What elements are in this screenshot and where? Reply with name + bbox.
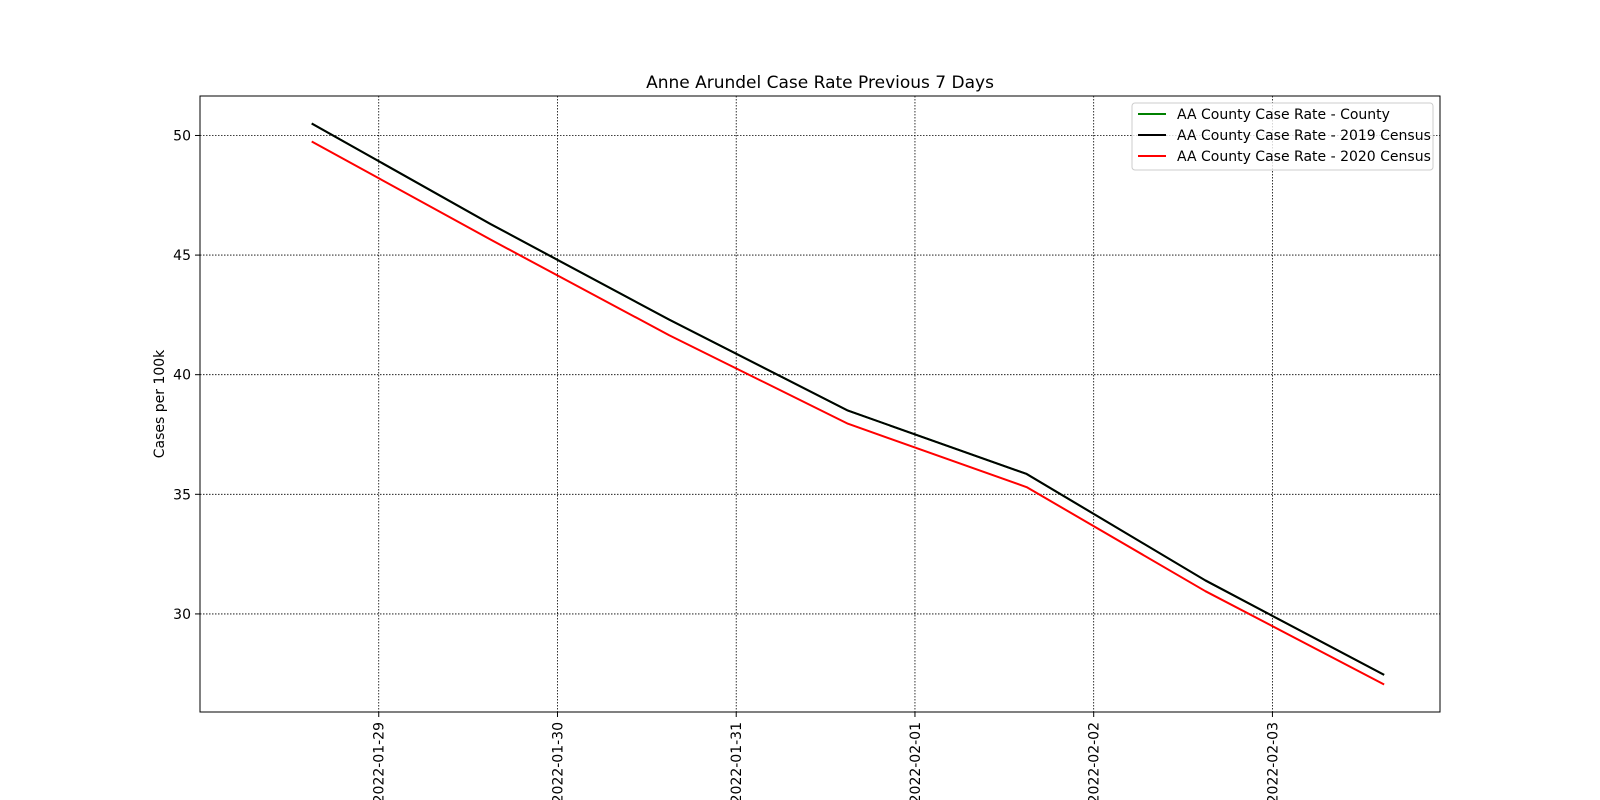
y-axis: 30 35 40 45 50 (173, 128, 200, 623)
legend: AA County Case Rate - County AA County Ca… (1131, 102, 1434, 171)
x-tick-label: 2022-02-01 (908, 722, 924, 800)
y-tick-label: 45 (173, 248, 191, 264)
legend-label-1: AA County Case Rate - County (1177, 107, 1390, 123)
plot-area-frame (199, 95, 1441, 713)
y-tick-label: 40 (173, 368, 191, 384)
series-line-2 (311, 122, 1385, 676)
x-axis: 2022-01-29 2022-01-30 2022-01-31 2022-02-01… (372, 712, 1281, 800)
y-tick-label: 50 (173, 128, 191, 144)
series-line-1 (311, 122, 1385, 676)
x-tick-label: 2022-02-02 (1087, 722, 1103, 800)
x-tick-label: 2022-01-31 (729, 722, 745, 800)
x-tick-label: 2022-01-30 (550, 722, 566, 800)
legend-label-3: AA County Case Rate - 2020 Census (1177, 149, 1431, 165)
y-tick-label: 35 (173, 487, 191, 503)
x-tick-label: 2022-01-29 (372, 722, 388, 800)
chart-title: Anne Arundel Case Rate Previous 7 Days (646, 73, 994, 93)
legend-box (1131, 102, 1434, 171)
series-line-3 (311, 140, 1385, 686)
y-tick-label: 30 (173, 607, 191, 623)
legend-label-2: AA County Case Rate - 2019 Census (1177, 128, 1431, 144)
grid-lines (200, 96, 1440, 712)
y-axis-label: Cases per 100k (152, 349, 168, 458)
x-tick-label: 2022-02-03 (1265, 722, 1281, 800)
series-lines (311, 122, 1385, 686)
